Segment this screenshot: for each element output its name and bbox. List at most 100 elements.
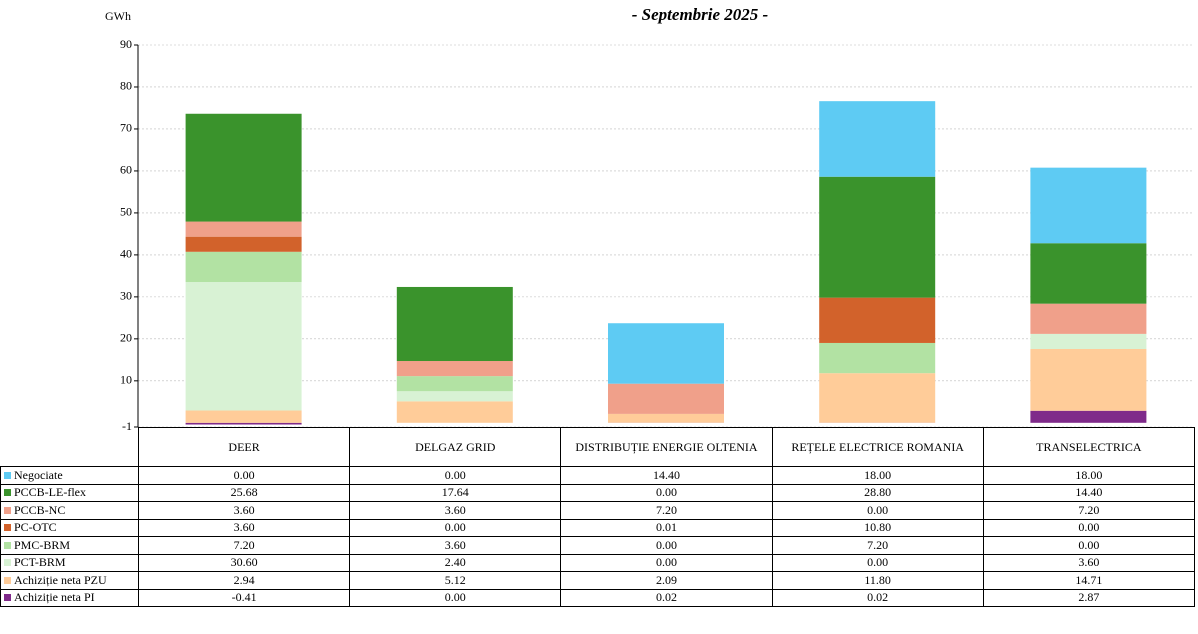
bar-segment — [819, 176, 936, 298]
value-cell: 28.80 — [771, 483, 984, 502]
value-cell: 14.71 — [982, 571, 1195, 590]
category-label: DEER — [137, 427, 351, 467]
value-cell: 7.20 — [560, 501, 773, 520]
value-cell: 0.00 — [349, 588, 562, 607]
value-cell: 3.60 — [349, 501, 562, 520]
value-cell: 18.00 — [771, 466, 984, 485]
value-cell: 2.94 — [137, 571, 351, 590]
legend-swatch — [4, 541, 11, 549]
bar-segment — [185, 422, 302, 425]
bar-segment — [819, 101, 936, 177]
table-row: PC-OTC 3.60 0.00 0.01 10.80 0.00 — [0, 518, 1195, 537]
legend-swatch — [4, 576, 11, 584]
value-cell: 0.00 — [137, 466, 351, 485]
bar-segment — [185, 251, 302, 283]
bar-segment — [396, 361, 513, 377]
table-row: PMC-BRM 7.20 3.60 0.00 7.20 0.00 — [0, 536, 1195, 555]
bar-segment — [1030, 303, 1147, 334]
value-cell: 0.00 — [560, 483, 773, 502]
value-cell: 2.40 — [349, 553, 562, 572]
value-cell: 10.80 — [771, 518, 984, 537]
bar-segment — [185, 221, 302, 237]
table-row: PCCB-NC 3.60 3.60 7.20 0.00 7.20 — [0, 501, 1195, 520]
bar-segment — [1030, 243, 1147, 304]
bar-segment — [185, 410, 302, 423]
table-row: Negociate 0.00 0.00 14.40 18.00 18.00 — [0, 466, 1195, 485]
value-cell: 14.40 — [982, 483, 1195, 502]
bar-segment — [819, 297, 936, 343]
legend-label: PCT-BRM — [14, 555, 66, 570]
table-row: Achiziție neta PI -0.41 0.00 0.02 0.02 2.87 — [0, 588, 1195, 607]
bar-segment — [396, 286, 513, 362]
y-tick-label: 70 — [120, 121, 132, 135]
value-cell: 7.20 — [137, 536, 351, 555]
value-cell: 0.00 — [982, 518, 1195, 537]
legend-swatch — [4, 471, 11, 479]
category-label: DISTRIBUȚIE ENERGIE OLTENIA — [560, 427, 773, 467]
bar-segment — [608, 383, 724, 414]
value-cell: 2.09 — [560, 571, 773, 590]
bar-segment — [396, 401, 513, 423]
value-cell: 18.00 — [982, 466, 1195, 485]
y-tick-label: 40 — [120, 247, 132, 261]
value-cell: 3.60 — [982, 553, 1195, 572]
value-cell: 3.60 — [137, 501, 351, 520]
legend-swatch — [4, 489, 11, 497]
value-cell: 0.00 — [560, 553, 773, 572]
value-cell: 7.20 — [771, 536, 984, 555]
table-row: PCT-BRM 30.60 2.40 0.00 0.00 3.60 — [0, 553, 1195, 572]
legend-entry: PCCB-NC — [0, 501, 139, 520]
category-label: TRANSELECTRICA — [982, 427, 1195, 467]
value-cell: 7.20 — [982, 501, 1195, 520]
bar-segment — [396, 376, 513, 392]
bar-segment — [1030, 333, 1147, 350]
legend-entry: Achiziție neta PI — [0, 588, 139, 607]
y-tick-label: 20 — [120, 331, 132, 345]
data-table: DEER DELGAZ GRID DISTRIBUȚIE ENERGIE OLTEN… — [0, 427, 1195, 607]
value-cell: 14.40 — [560, 466, 773, 485]
value-cell: 0.02 — [560, 588, 773, 607]
legend-label: PCCB-NC — [14, 502, 66, 517]
value-cell: 0.02 — [771, 588, 984, 607]
legend-entry: PCT-BRM — [0, 553, 139, 572]
legend-entry: Negociate — [0, 466, 139, 485]
legend-entry: PC-OTC — [0, 518, 139, 537]
value-cell: 0.00 — [771, 553, 984, 572]
bar-segment — [1030, 349, 1147, 411]
y-tick-label: 60 — [120, 163, 132, 177]
value-cell: 3.60 — [349, 536, 562, 555]
value-cell: 11.80 — [771, 571, 984, 590]
legend-entry: PCCB-LE-flex — [0, 483, 139, 502]
value-cell: -0.41 — [137, 588, 351, 607]
y-tick-label: 90 — [120, 37, 132, 51]
bar-segment — [185, 236, 302, 252]
bar-segment — [819, 373, 936, 423]
bar-segment — [185, 113, 302, 222]
value-cell: 17.64 — [349, 483, 562, 502]
bar-segment — [185, 282, 302, 411]
bar-segment — [1030, 410, 1147, 423]
legend-swatch — [4, 524, 11, 532]
legend-entry: Achiziție neta PZU — [0, 571, 139, 590]
table-row: PCCB-LE-flex 25.68 17.64 0.00 28.80 14.40 — [0, 483, 1195, 502]
table-header: DEER DELGAZ GRID DISTRIBUȚIE ENERGIE OLTEN… — [0, 427, 1195, 467]
value-cell: 0.00 — [982, 536, 1195, 555]
legend-label: PC-OTC — [14, 520, 57, 535]
y-tick-label: 10 — [120, 373, 132, 387]
category-label: REȚELE ELECTRICE ROMANIA — [771, 427, 984, 467]
value-cell: 0.00 — [560, 536, 773, 555]
legend-label: Negociate — [14, 467, 63, 482]
legend-swatch — [4, 594, 11, 602]
value-cell: 0.01 — [560, 518, 773, 537]
legend-label: Achiziție neta PI — [14, 590, 95, 605]
value-cell: 25.68 — [137, 483, 351, 502]
chart: - Septembrie 2025 - GWh -1 10 20 30 40 50 60 70… — [105, 5, 1194, 430]
bar-segment — [396, 391, 513, 402]
corner — [0, 427, 139, 467]
legend-swatch — [4, 506, 11, 514]
legend-swatch — [4, 559, 11, 567]
value-cell: 2.87 — [982, 588, 1195, 607]
chart-subtitle: - Septembrie 2025 - — [632, 5, 769, 24]
y-tick-label: -1 — [122, 419, 132, 430]
